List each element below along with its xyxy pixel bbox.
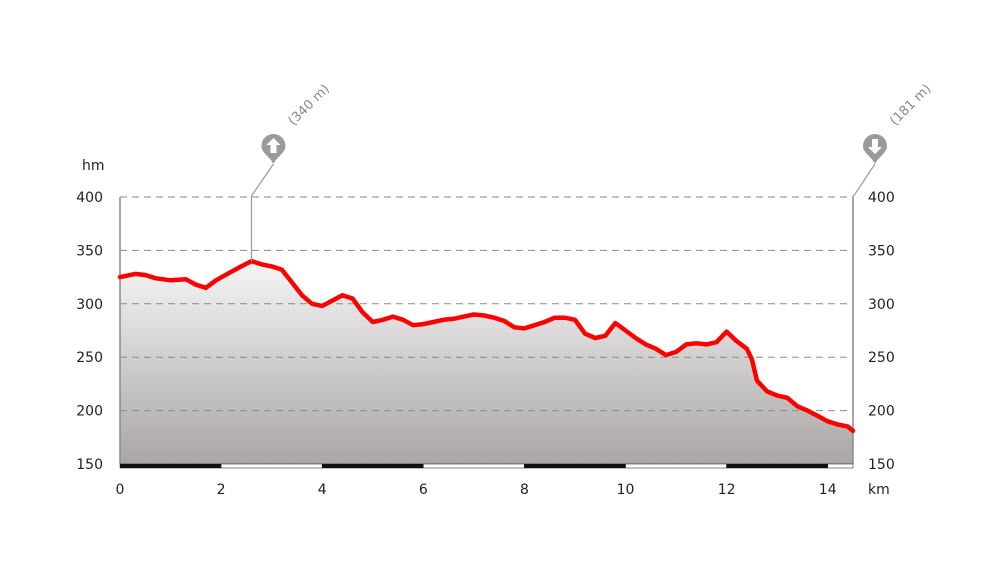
x-tick-label: 12 — [718, 482, 736, 498]
arrow-down-icon — [868, 139, 882, 154]
y-tick-label-right: 350 — [868, 243, 895, 259]
max-elevation-marker: (340 m) — [250, 82, 333, 262]
marker-leader-line — [250, 163, 274, 197]
elevation-line — [117, 258, 856, 434]
x-tick-label: 6 — [419, 482, 428, 498]
scale-bar-segment — [827, 463, 854, 469]
x-tick-label: 2 — [217, 482, 226, 498]
y-tick-label-right: 200 — [868, 404, 895, 420]
scale-bar-segment — [423, 463, 525, 469]
x-tick-label: 10 — [617, 482, 635, 498]
y-tick-label-left: 300 — [76, 297, 103, 313]
scale-bar-segment — [726, 463, 828, 469]
scale-bar-segment — [321, 463, 424, 469]
min-elevation-marker: (181 m) — [852, 82, 934, 198]
marker-label: (181 m) — [887, 82, 934, 129]
y-tick-label-right: 300 — [868, 297, 895, 313]
y-tick-label-right: 250 — [868, 350, 895, 366]
x-tick-label: 14 — [819, 482, 837, 498]
scale-bar-segment — [220, 463, 323, 469]
x-axis-unit: km — [868, 482, 890, 498]
y-tick-label-left: 200 — [76, 404, 103, 420]
arrow-up-icon — [266, 138, 281, 153]
y-tick-label-left: 250 — [76, 350, 103, 366]
y-tick-label-left: 150 — [76, 457, 103, 473]
x-tick-label: 4 — [318, 482, 327, 498]
y-tick-label-right: 150 — [868, 457, 895, 473]
marker-leader-line — [852, 163, 876, 198]
y-tick-label-left: 350 — [76, 243, 103, 259]
marker-label: (340 m) — [286, 82, 333, 129]
x-tick-label: 8 — [520, 482, 529, 498]
scale-bar-segment — [119, 463, 222, 469]
y-tick-label-left: 400 — [76, 190, 103, 206]
elevation-area — [120, 261, 853, 464]
scale-bar-segment — [524, 463, 626, 469]
x-tick-label: 0 — [116, 482, 125, 498]
y-axis-unit: hm — [82, 158, 105, 174]
scale-bar-segment — [625, 463, 727, 469]
y-tick-label-right: 400 — [868, 190, 895, 206]
